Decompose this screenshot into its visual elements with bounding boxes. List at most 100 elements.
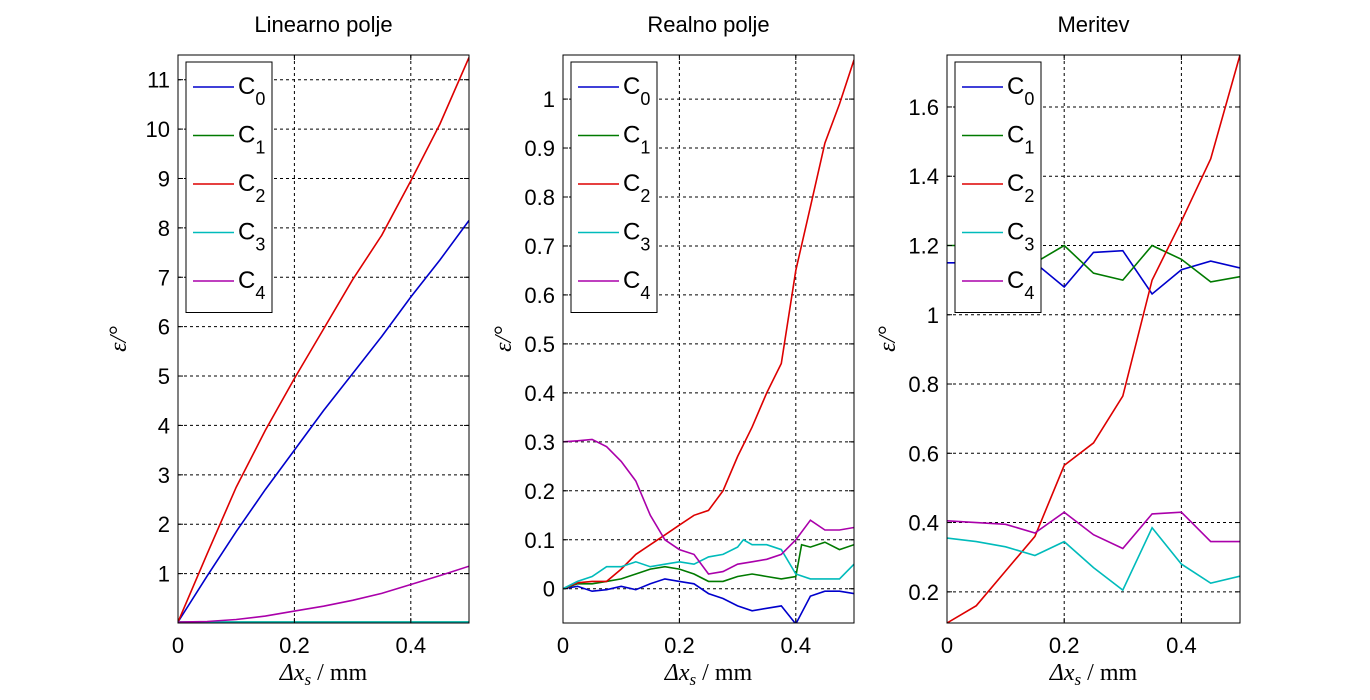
legend-label-C1: C1 <box>238 122 265 158</box>
chart-2: 0 0.2 0.4 0 0.1 0.2 0.3 0.4 0.5 0.6 0.7 0.8 0.9 1 Real… <box>491 12 855 689</box>
legend-label-C3: C3 <box>1007 219 1034 255</box>
legend-label-sub: 2 <box>255 186 265 206</box>
y-tick-label: 0.9 <box>524 136 555 161</box>
y-tick-label: 1 <box>927 303 939 328</box>
y-tick-label: 1.2 <box>908 233 939 258</box>
legend-label-sub: 0 <box>1024 89 1034 109</box>
x-axis-label-sub: s <box>305 670 312 689</box>
x-axis-label-unit: / mm <box>311 660 367 686</box>
legend-label-sub: 0 <box>640 89 650 109</box>
series-line-C4 <box>178 565 469 623</box>
legend-label-sub: 2 <box>640 186 650 206</box>
legend-label-sub: 3 <box>255 235 265 255</box>
legend-label-base: C <box>623 267 640 294</box>
series-line-C0 <box>178 220 469 623</box>
legend-box <box>954 61 1042 313</box>
legend-label-base: C <box>1007 170 1024 197</box>
series-line-C3 <box>563 538 854 590</box>
series-line-C1 <box>563 541 854 590</box>
legend-label-sub: 4 <box>640 283 650 303</box>
x-axis-label: Δxs / mm <box>1049 660 1138 689</box>
y-axis-label: ε/° <box>491 326 517 352</box>
x-axis-label-main: Δx <box>279 660 305 686</box>
y-tick-label: 6 <box>158 315 170 340</box>
legend-label-base: C <box>623 73 640 100</box>
x-tick-label: 0.2 <box>664 633 695 658</box>
y-tick-label: 9 <box>158 166 170 191</box>
legend-label-sub: 3 <box>1024 235 1034 255</box>
y-tick-label: 2 <box>158 512 170 537</box>
x-tick-label: 0.2 <box>1049 633 1080 658</box>
y-tick-label: 0.4 <box>908 511 939 536</box>
x-tick-label: 0 <box>941 633 953 658</box>
x-axis-label: Δxs / mm <box>279 660 368 689</box>
series-line-C2 <box>947 55 1240 623</box>
y-tick-label: 0.1 <box>524 528 555 553</box>
legend-label-sub: 1 <box>255 138 265 158</box>
x-axis-label-main: Δx <box>1049 660 1075 686</box>
chart-title: Meritev <box>1057 12 1129 37</box>
x-axis-label-sub: s <box>690 670 697 689</box>
y-tick-label: 0.3 <box>524 430 555 455</box>
series-line-C4 <box>563 438 854 575</box>
legend-box <box>570 61 658 313</box>
legend-label-C2: C2 <box>238 170 265 206</box>
y-tick-label: 8 <box>158 216 170 241</box>
legend-label-sub: 3 <box>640 235 650 255</box>
legend-label-base: C <box>1007 122 1024 149</box>
legend-label-base: C <box>238 219 255 246</box>
legend-label-base: C <box>238 267 255 294</box>
legend-label-base: C <box>238 73 255 100</box>
x-axis-label-unit: / mm <box>1081 660 1137 686</box>
y-tick-label: 0.2 <box>524 479 555 504</box>
y-tick-label: 1 <box>158 562 170 587</box>
series-line-C3 <box>947 526 1240 592</box>
y-tick-label: 0.5 <box>524 332 555 357</box>
legend-box <box>185 61 273 313</box>
y-tick-label: 0.4 <box>524 381 555 406</box>
y-tick-label: 1 <box>543 87 555 112</box>
plot-frame <box>177 54 470 624</box>
x-axis-label-unit: / mm <box>696 660 752 686</box>
y-tick-label: 5 <box>158 364 170 389</box>
x-tick-label: 0.4 <box>396 633 427 658</box>
legend-label-base: C <box>623 170 640 197</box>
legend-label-base: C <box>1007 73 1024 100</box>
legend-label-C0: C0 <box>1007 73 1034 109</box>
x-tick-label: 0.4 <box>1166 633 1197 658</box>
legend-label-base: C <box>1007 267 1024 294</box>
legend-label-C0: C0 <box>623 73 650 109</box>
x-axis-label: Δxs / mm <box>664 660 753 689</box>
y-tick-label: 7 <box>158 265 170 290</box>
x-axis-label-sub: s <box>1075 670 1082 689</box>
legend-label-base: C <box>623 122 640 149</box>
legend-label-C2: C2 <box>623 170 650 206</box>
chart-title: Linearno polje <box>254 12 392 37</box>
legend-label-C4: C4 <box>1007 267 1034 303</box>
x-tick-label: 0 <box>557 633 569 658</box>
legend-label-base: C <box>623 219 640 246</box>
y-tick-label: 0 <box>543 577 555 602</box>
y-tick-label: 3 <box>158 463 170 488</box>
y-tick-label: 4 <box>158 413 170 438</box>
series-line-C4 <box>947 511 1240 550</box>
legend-label-base: C <box>238 170 255 197</box>
y-tick-label: 0.7 <box>524 234 555 259</box>
y-tick-label: 1.6 <box>908 95 939 120</box>
y-tick-label: 11 <box>147 68 170 93</box>
legend-label-sub: 0 <box>255 89 265 109</box>
x-axis-label-main: Δx <box>664 660 690 686</box>
series-line-C0 <box>563 578 854 623</box>
x-tick-label: 0.2 <box>279 633 310 658</box>
y-axis-label: ε/° <box>106 326 132 352</box>
legend-label-C0: C0 <box>238 73 265 109</box>
legend-label-C1: C1 <box>1007 122 1034 158</box>
legend-label-base: C <box>1007 219 1024 246</box>
legend-label-C3: C3 <box>623 219 650 255</box>
legend-label-base: C <box>238 122 255 149</box>
x-tick-label: 0.4 <box>781 633 812 658</box>
chart-title: Realno polje <box>647 12 769 37</box>
